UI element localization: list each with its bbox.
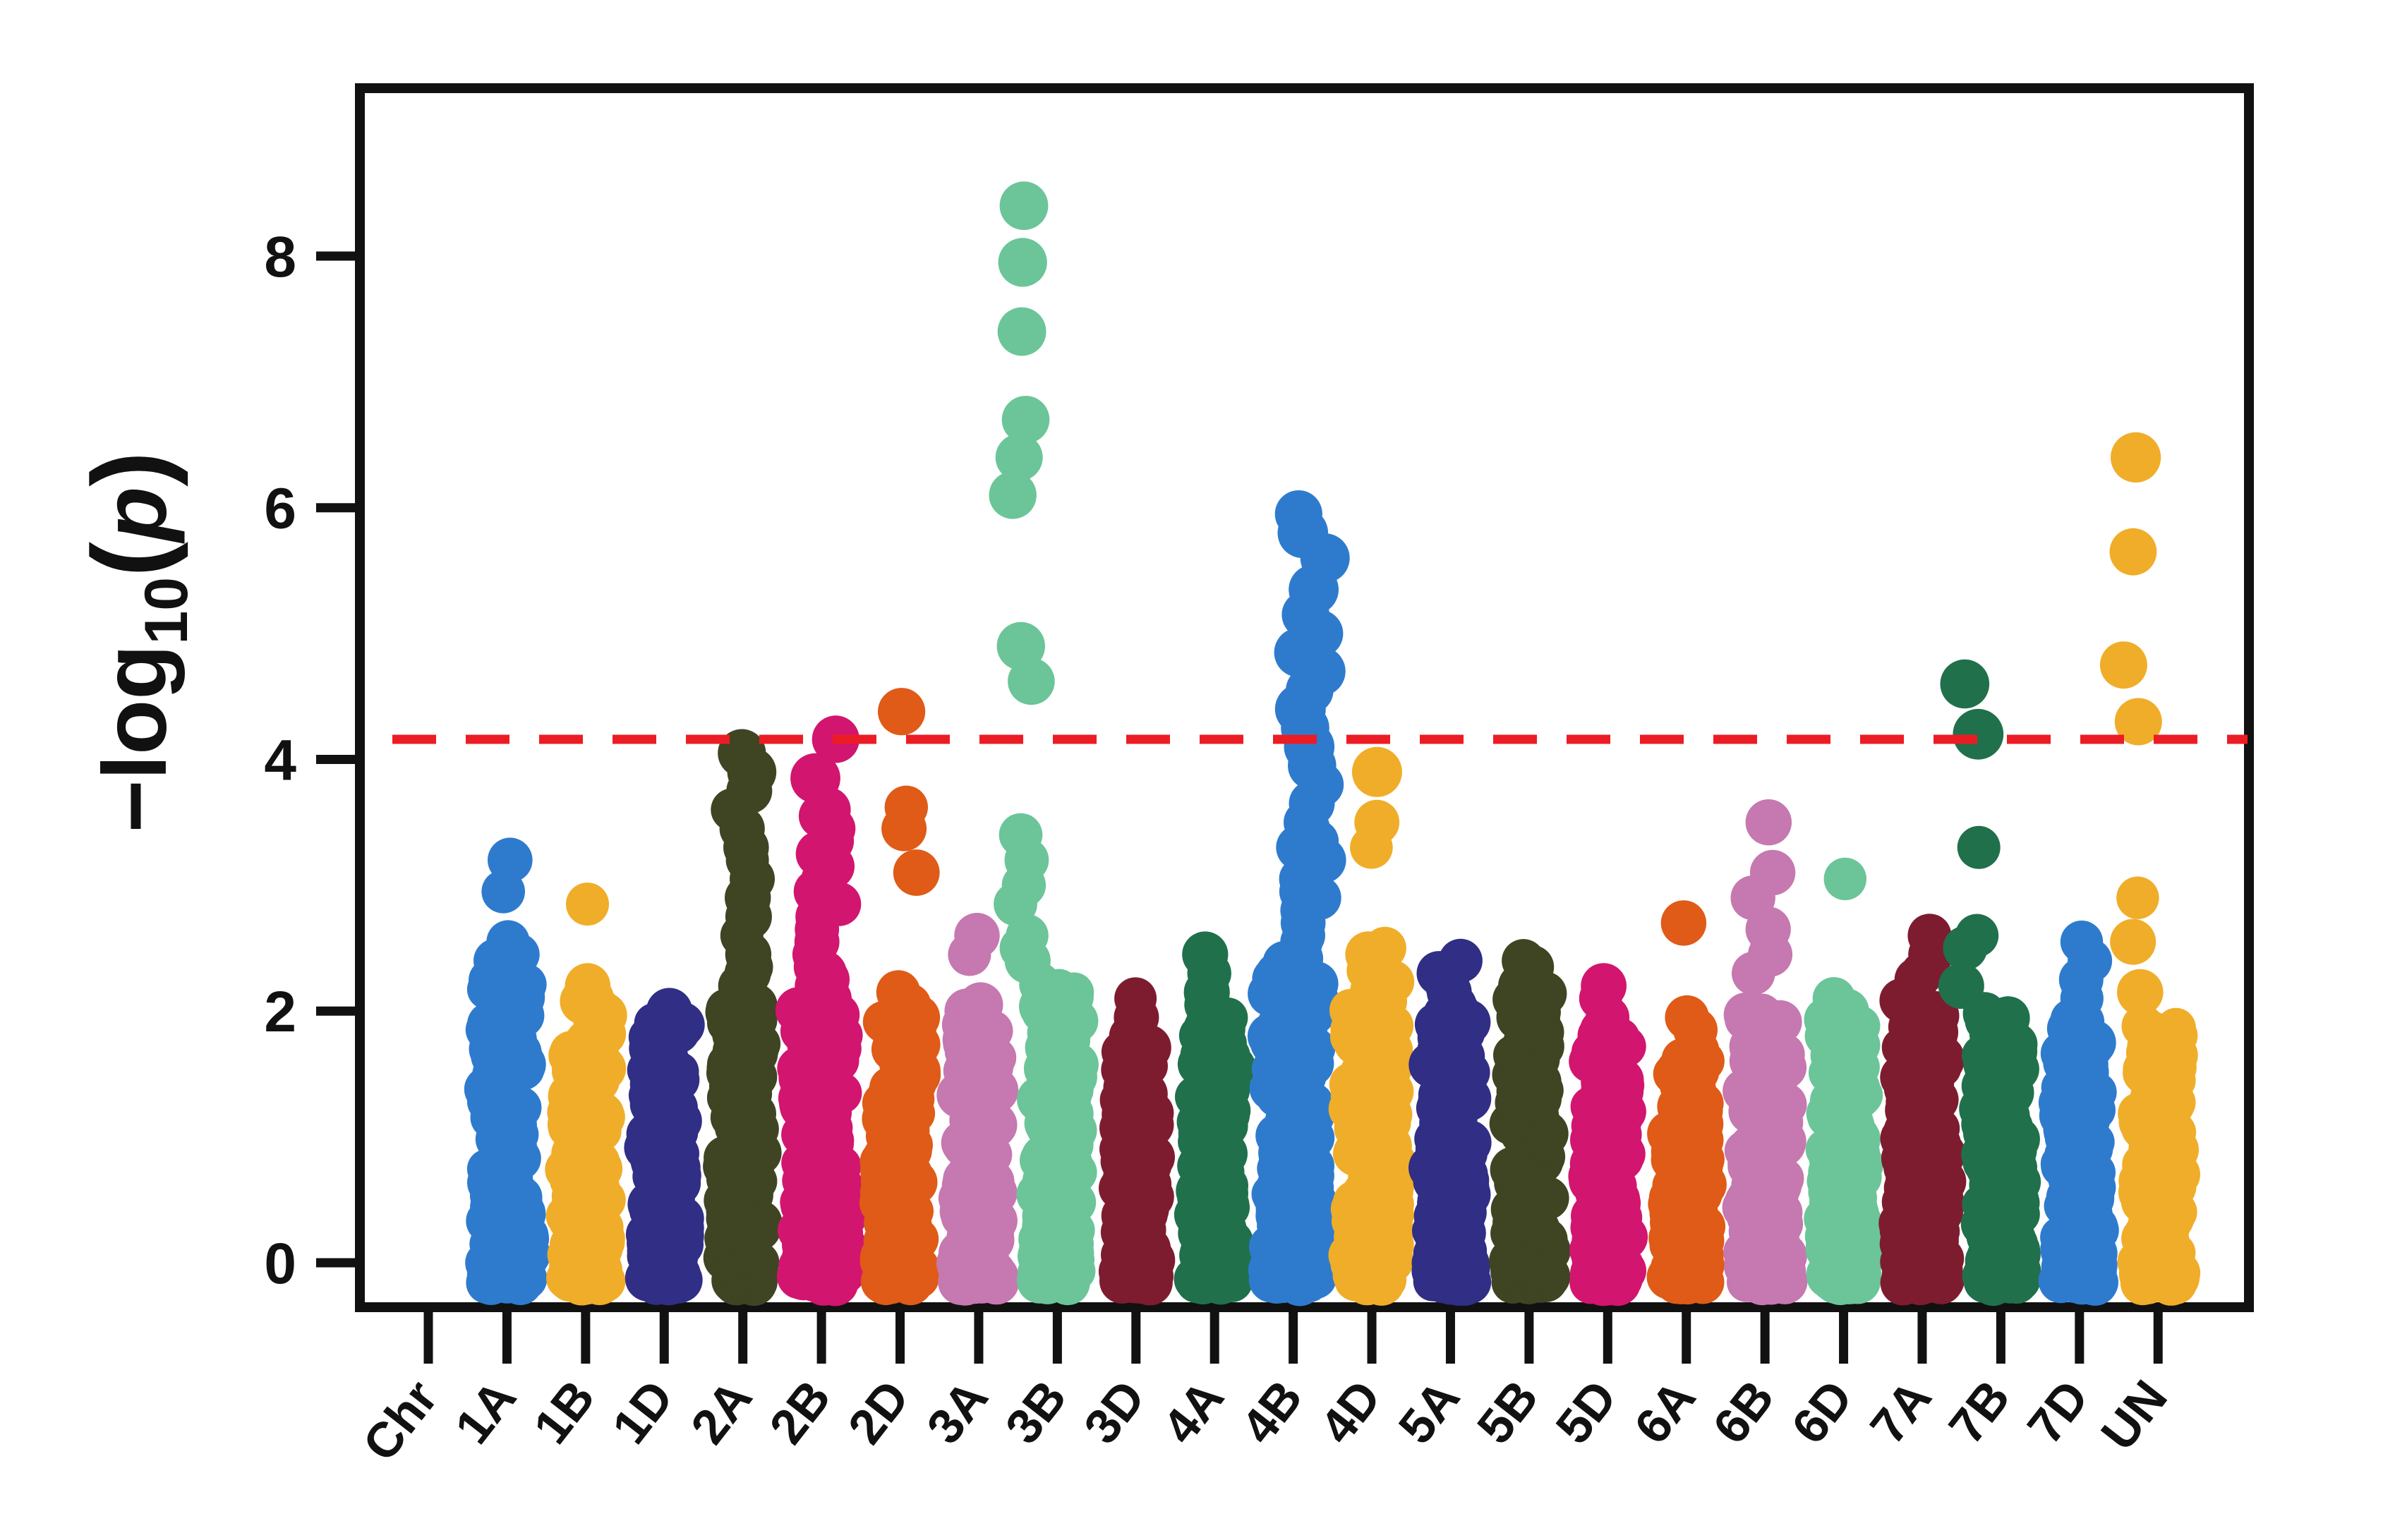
x-tick-label: 7D: [2017, 1370, 2099, 1454]
data-point: [1938, 963, 1984, 1010]
x-tick-label: 5B: [1466, 1370, 1549, 1454]
x-tick-label: 7A: [1859, 1370, 1942, 1454]
y-tick-label: 0: [264, 1232, 296, 1296]
data-point: [2110, 918, 2156, 965]
data-point: [1345, 931, 1392, 978]
data-point: [1350, 826, 1393, 869]
y-tick-label: 4: [264, 728, 296, 792]
data-point: [2156, 1007, 2196, 1048]
data-point: [944, 988, 990, 1034]
data-point: [1742, 993, 1782, 1035]
data-point: [989, 471, 1037, 519]
data-point: [2121, 1005, 2164, 1048]
y-axis-title: −log10(p): [70, 451, 200, 832]
x-tick-label: 3D: [1073, 1370, 1156, 1454]
x-tick-label: 3A: [916, 1370, 999, 1454]
y-axis-title-main: −log: [85, 645, 186, 833]
x-tick-label: 4D: [1309, 1370, 1392, 1454]
data-point: [1498, 962, 1545, 1010]
x-tick-label: 5D: [1545, 1370, 1628, 1454]
x-tick-label: 2B: [759, 1370, 841, 1454]
x-tick-label: 1A: [445, 1370, 527, 1454]
data-point: [893, 994, 941, 1041]
y-tick-label: 2: [264, 980, 296, 1044]
data-point: [878, 688, 926, 736]
x-tick-label: 1B: [523, 1370, 605, 1454]
data-point: [998, 238, 1047, 287]
data-points-layer: [464, 181, 2201, 1306]
data-point: [569, 976, 615, 1021]
data-point: [1823, 857, 1866, 901]
y-axis-title-subscript: 10: [133, 577, 200, 645]
data-point: [2114, 698, 2162, 746]
data-point: [1426, 969, 1472, 1015]
data-point: [718, 964, 762, 1008]
y-tick-label: 6: [264, 477, 296, 541]
data-point: [1732, 951, 1775, 995]
x-tick-label: 2A: [680, 1370, 763, 1454]
y-axis-title-variable: p: [85, 487, 186, 544]
data-point: [1894, 957, 1939, 1002]
x-tick-label: 2D: [838, 1370, 920, 1454]
data-point: [1953, 708, 2004, 760]
data-point: [1660, 900, 1707, 946]
data-point: [1586, 995, 1630, 1040]
x-tick-label: 1D: [602, 1370, 684, 1454]
data-point: [473, 938, 518, 983]
data-point: [2116, 876, 2159, 919]
data-point: [1001, 396, 1050, 444]
data-point: [995, 433, 1043, 481]
x-tick-label: UN: [2090, 1370, 2178, 1460]
x-tick-label: Chr: [352, 1370, 448, 1471]
data-point: [1280, 921, 1323, 964]
y-tick-label: 8: [264, 225, 296, 289]
data-point: [1109, 1014, 1153, 1058]
data-point: [893, 849, 940, 896]
data-point: [1184, 983, 1227, 1026]
data-point: [566, 883, 609, 926]
x-tick-label: 6D: [1781, 1370, 1864, 1454]
data-point: [1351, 746, 1402, 797]
data-point: [1940, 659, 1990, 709]
data-point: [2117, 969, 2164, 1016]
data-point: [1745, 799, 1792, 846]
data-point: [1673, 1007, 1718, 1053]
data-point: [1823, 988, 1869, 1034]
data-point: [997, 307, 1046, 356]
x-axis-ticks: Chr1A1B1D2A2B2D3A3B3D4A4B4D5A5B5D6A6B6D7…: [352, 1307, 2178, 1471]
x-tick-label: 4A: [1152, 1370, 1234, 1454]
x-tick-label: 7B: [1938, 1370, 2021, 1454]
plot-frame: [355, 83, 2254, 1312]
data-point: [2099, 641, 2147, 689]
data-point: [999, 181, 1049, 230]
x-tick-label: 4B: [1231, 1370, 1313, 1454]
data-point: [948, 933, 991, 976]
x-tick-label: 5A: [1388, 1370, 1471, 1454]
data-point: [650, 1000, 697, 1047]
x-tick-label: 3B: [995, 1370, 1078, 1454]
data-point: [1943, 926, 1988, 971]
data-point: [1004, 938, 1051, 984]
data-point: [2060, 976, 2104, 1020]
y-axis-title-close-paren: ): [70, 451, 188, 487]
data-point: [1008, 657, 1055, 705]
data-point: [881, 806, 927, 851]
data-point: [2109, 528, 2157, 576]
data-point: [481, 870, 525, 914]
data-point: [795, 964, 838, 1007]
data-point: [2111, 432, 2161, 483]
x-tick-label: 6B: [1702, 1370, 1785, 1454]
x-tick-label: 6A: [1624, 1370, 1706, 1454]
y-axis-title-open-paren: (: [70, 542, 188, 577]
y-axis-ticks: 8 6 4 2 0: [264, 225, 360, 1296]
data-point: [1957, 825, 2001, 869]
